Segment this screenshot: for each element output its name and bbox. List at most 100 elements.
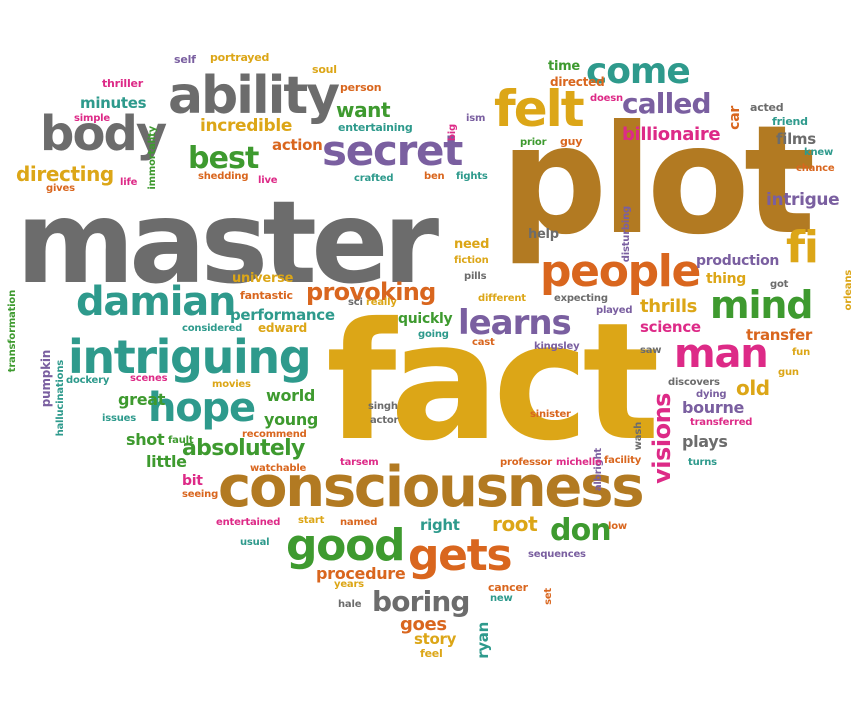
word-self: self (174, 53, 196, 66)
word-orleans: orleans (843, 270, 854, 311)
word-performance: performance (230, 306, 335, 324)
word-crafted: crafted (354, 173, 394, 184)
word-need: need (454, 237, 490, 252)
word-don: don (550, 513, 612, 548)
word-wash: wash (633, 422, 644, 451)
word-cancer: cancer (488, 581, 528, 594)
word-expecting: expecting (554, 293, 608, 304)
word-great: great (118, 390, 166, 409)
word-shedding: shedding (198, 171, 249, 182)
word-want: want (336, 98, 391, 122)
word-facility: facility (604, 455, 642, 466)
word-simple: simple (74, 113, 110, 124)
word-fi: fi (786, 222, 819, 273)
word-thriller: thriller (102, 77, 143, 90)
word-kingsley: kingsley (534, 341, 580, 352)
word-hope: hope (148, 385, 256, 431)
word-sequences: sequences (528, 549, 586, 560)
word-goes: goes (400, 614, 447, 635)
word-professor: professor (500, 457, 552, 468)
word-named: named (340, 517, 378, 528)
word-going: going (418, 329, 449, 340)
word-incredible: incredible (200, 116, 293, 136)
word-felt: felt (494, 80, 585, 138)
word-called: called (622, 87, 712, 120)
word-production: production (696, 253, 780, 269)
word-entertained: entertained (216, 517, 281, 528)
word-fault: fault (168, 435, 194, 446)
word-procedure: procedure (316, 564, 406, 583)
word-cast: cast (472, 337, 495, 348)
word-entertaining: entertaining (338, 121, 413, 134)
word-intrigue: intrigue (766, 190, 840, 210)
word-people: people (540, 246, 701, 297)
word-master: master (16, 176, 439, 309)
word-chance: chance (796, 163, 835, 174)
word-time: time (548, 59, 580, 74)
word-good: good (286, 520, 405, 571)
word-sci: sci (348, 297, 363, 308)
word-pills: pills (464, 271, 487, 282)
word-start: start (298, 515, 325, 526)
word-years: years (334, 579, 364, 590)
word-thrills: thrills (640, 296, 697, 317)
word-hale: hale (338, 599, 362, 610)
word-tarsem: tarsem (340, 457, 379, 468)
word-intriguing: intriguing (68, 330, 312, 384)
word-plot: plot (500, 94, 816, 268)
word-little: little (146, 452, 187, 471)
word-fun: fun (792, 347, 810, 358)
word-turns: turns (688, 457, 717, 468)
word-ability: ability (168, 66, 340, 126)
word-doesn: doesn (590, 93, 623, 104)
word-feel: feel (420, 647, 443, 660)
word-science: science (640, 318, 701, 336)
word-issues: issues (102, 413, 136, 424)
word-watchable: watchable (250, 463, 307, 474)
word-young: young (264, 410, 319, 429)
word-saw: saw (640, 345, 662, 356)
word-quickly: quickly (398, 311, 453, 327)
word-man: man (674, 331, 769, 377)
word-fiction: fiction (454, 255, 489, 266)
word-knew: knew (804, 147, 833, 158)
word-scenes: scenes (130, 373, 168, 384)
word-transferred: transferred (690, 417, 753, 428)
word-fights: fights (456, 171, 488, 182)
word-seeing: seeing (182, 489, 219, 500)
word-discovers: discovers (668, 377, 720, 388)
word-car: car (727, 106, 743, 130)
word-gets: gets (408, 530, 513, 581)
word-world: world (266, 386, 316, 405)
word-ben: ben (424, 171, 445, 182)
word-played: played (596, 305, 633, 316)
word-consciousness: consciousness (218, 455, 645, 520)
word-transfer: transfer (746, 326, 812, 344)
word-right: right (420, 516, 460, 534)
word-absolutely: absolutely (182, 436, 305, 461)
word-friend: friend (772, 115, 808, 128)
word-considered: considered (182, 323, 243, 334)
word-damian: damian (76, 279, 236, 325)
word-actor: actor (370, 415, 399, 426)
word-got: got (770, 279, 789, 290)
word-story: story (414, 630, 457, 648)
word-ism: ism (466, 113, 486, 124)
word-shot: shot (126, 430, 165, 449)
word-singh: singh (368, 401, 398, 412)
word-hallucinations: hallucinations (55, 360, 66, 437)
word-person: person (340, 81, 382, 94)
word-life: life (120, 177, 138, 188)
word-best: best (188, 141, 259, 176)
word-old: old (736, 376, 770, 400)
word-disturbing: disturbing (621, 206, 632, 263)
word-films: films (776, 130, 816, 148)
word-recommend: recommend (242, 429, 307, 440)
word-mind: mind (710, 283, 813, 327)
word-big: big (447, 124, 458, 142)
word-really: really (366, 297, 397, 308)
word-dying: dying (696, 389, 727, 400)
word-action: action (272, 136, 323, 154)
word-portrayed: portrayed (210, 51, 270, 64)
word-prior: prior (520, 137, 547, 148)
